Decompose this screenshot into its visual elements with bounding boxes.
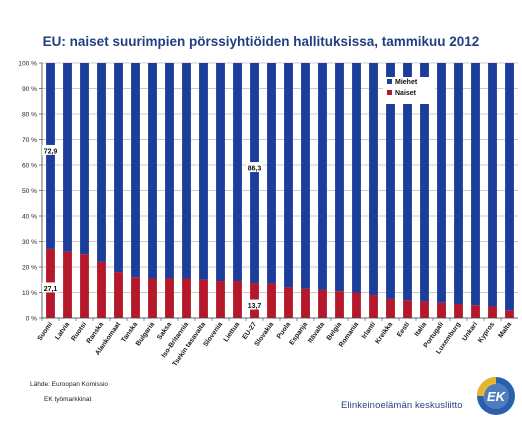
data-label-box [42,282,59,293]
bar-naiset [80,254,89,318]
bar-miehet [165,63,174,279]
bar-miehet [114,63,123,273]
x-tick-label: Kypros [477,321,496,344]
bar-naiset [420,301,429,318]
x-tick-label: EU-27 [241,321,258,341]
bar-miehet [386,63,395,299]
legend-label: Miehet [395,79,418,86]
legend-swatch [387,79,392,84]
logo-text: EK [487,389,507,404]
x-tick-label: Ruotsi [70,321,88,342]
y-tick-label: 100 % [18,60,37,67]
bar-naiset [114,272,123,318]
bar-naiset [369,295,378,318]
bar-miehet [301,63,310,289]
x-tick-label: Saksa [156,321,173,341]
bar-naiset [318,289,327,318]
bar-miehet [352,63,361,293]
x-tick-label: Kreikka [374,321,394,345]
data-label-box [42,144,59,155]
bar-naiset [199,279,208,318]
bar-naiset [403,300,412,318]
legend-swatch [387,90,392,95]
x-tick-label: Irlanti [361,321,377,340]
x-tick-label: Latvia [54,321,71,341]
source-subtext: EK työmarkkinat [44,396,92,403]
bar-naiset [165,278,174,318]
bar-naiset [97,261,106,318]
bar-miehet [318,63,327,290]
bar-naiset [454,303,463,318]
x-tick-label: Eesti [396,321,411,338]
bar-miehet [80,63,89,255]
source-text: Lähde: Euroopan Komissio [30,381,109,388]
y-tick-label: 0 % [26,315,37,322]
bar-naiset [437,302,446,318]
bar-naiset [488,306,497,318]
bar-naiset [284,287,293,318]
bar-miehet [233,63,242,282]
bar-naiset [267,283,276,318]
data-label-box [246,162,263,173]
bar-miehet [505,63,514,311]
data-label: 27,1 [44,286,58,293]
bar-miehet [148,63,157,279]
bar-naiset [216,281,225,318]
bar-miehet [471,63,480,306]
x-tick-label: Italia [414,321,429,338]
data-label: 13,7 [248,303,262,310]
x-tick-label: Itävalta [307,321,326,344]
bar-naiset [63,251,72,318]
bar-miehet [216,63,225,282]
data-label-box [246,299,263,310]
legend-label: Naiset [395,90,417,97]
bar-miehet [250,63,259,284]
bar-miehet [420,63,429,302]
chart-title: EU: naiset suurimpien pörssiyhtiöiden ha… [42,34,480,49]
ek-logo-icon: EK [477,377,515,415]
y-tick-label: 70 % [22,137,37,144]
bar-naiset [233,281,242,318]
bar-miehet [199,63,208,280]
x-tick-label: Liettua [223,321,242,343]
bar-miehet [335,63,344,292]
bar-naiset [182,278,191,318]
bar-miehet [369,63,378,296]
bar-naiset [335,291,344,318]
bar-miehet [284,63,293,288]
y-tick-label: 90 % [22,86,37,93]
bar-miehet [131,63,140,278]
data-label: 72,9 [44,148,58,155]
x-tick-label: Puola [276,321,292,340]
bar-naiset [148,278,157,318]
y-tick-label: 60 % [22,162,37,169]
x-tick-label: Suomi [36,321,54,342]
bar-naiset [131,277,140,318]
x-tick-label: Malta [497,321,513,339]
bar-miehet [63,63,72,252]
bar-miehet [403,63,412,301]
bar-miehet [437,63,446,303]
y-tick-label: 10 % [22,290,37,297]
bar-miehet [454,63,463,304]
organization-name: Elinkeinoelämän keskusliitto [341,400,463,411]
y-tick-label: 30 % [22,239,37,246]
y-tick-label: 20 % [22,264,37,271]
bar-naiset [386,298,395,318]
bar-miehet [46,63,55,249]
bar-miehet [488,63,497,307]
data-label: 86,3 [248,166,262,173]
y-tick-label: 80 % [22,111,37,118]
bar-miehet [182,63,191,279]
bar-naiset [352,292,361,318]
y-tick-label: 40 % [22,213,37,220]
bar-naiset [505,310,514,318]
x-tick-label: Belgia [326,321,344,342]
bar-naiset [301,288,310,318]
y-tick-label: 50 % [22,188,37,195]
bar-miehet [267,63,276,284]
bar-miehet [97,63,106,262]
bar-naiset [471,305,480,318]
